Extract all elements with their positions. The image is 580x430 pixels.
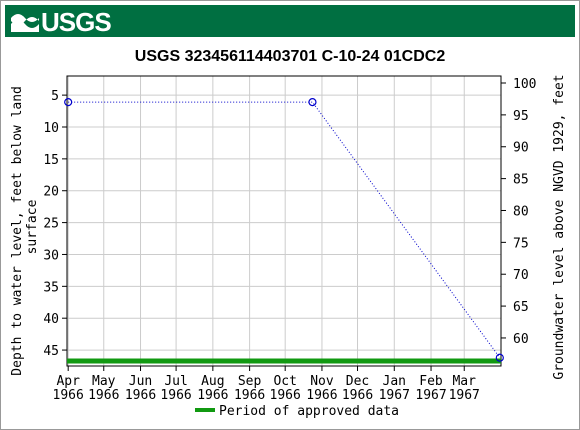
x-tick-label-year: 1966 (234, 388, 265, 403)
y-tick-label-right: 80 (513, 204, 529, 219)
y-tick-label-right: 100 (513, 77, 536, 92)
x-tick-label-month: Oct (273, 374, 296, 389)
x-tick-label-year: 1966 (342, 388, 373, 403)
y-axis-right-label: Groundwater level above NGVD 1929, feet (552, 74, 567, 379)
y-tick-label-right: 60 (513, 332, 529, 347)
x-tick-label-month: Mar (452, 374, 476, 389)
x-tick-label-year: 1966 (306, 388, 337, 403)
y-tick-label-right: 85 (513, 173, 529, 188)
x-tick-label-year: 1966 (53, 388, 84, 403)
y-tick-label-right: 65 (513, 300, 529, 315)
y-tick-label-left: 20 (43, 185, 59, 200)
data-point (495, 353, 504, 362)
series-line (68, 101, 501, 359)
y-tick-label-left: 15 (43, 153, 59, 168)
x-tick-label-month: Apr (56, 374, 80, 389)
x-tick-label-year: 1966 (125, 388, 156, 403)
y-tick-label-left: 5 (51, 89, 59, 104)
y-tick-label-right: 90 (513, 141, 529, 156)
x-tick-label-year: 1966 (270, 388, 301, 403)
x-tick-label-year: 1967 (415, 388, 446, 403)
x-tick-label-year: 1966 (197, 388, 228, 403)
y-tick-label-left: 45 (43, 344, 59, 359)
y-tick-label-right: 70 (513, 268, 529, 283)
y-tick-label-left: 10 (43, 121, 59, 136)
usgs-logo-icon (11, 14, 39, 32)
x-tick-label-month: May (92, 374, 116, 389)
x-tick-label-year: 1966 (88, 388, 119, 403)
y-tick-label-left: 30 (43, 248, 59, 263)
x-tick-label-year: 1966 (160, 388, 191, 403)
x-tick-label-month: Jan (383, 374, 406, 389)
x-tick-label-month: Sep (238, 374, 262, 389)
y-tick-label-right: 95 (513, 109, 529, 124)
y-axis-left-label: Depth to water level, feet below land su… (10, 78, 40, 375)
x-tick-label-month: Aug (201, 374, 224, 389)
usgs-banner: USGS (5, 5, 575, 37)
x-tick-label-month: Feb (419, 374, 443, 389)
x-tick-label-month: Dec (346, 374, 369, 389)
y-tick-label-right: 75 (513, 236, 529, 251)
y-tick-label-left: 35 (43, 280, 59, 295)
usgs-logo-text: USGS (41, 7, 112, 37)
x-tick-label-year: 1967 (379, 388, 410, 403)
plot-area-border (66, 75, 502, 367)
y-tick-label-left: 40 (43, 312, 59, 327)
x-tick-label-month: Jul (164, 374, 187, 389)
data-point (64, 98, 73, 107)
chart-title: USGS 323456114403701 C-10-24 01CDC2 (135, 48, 446, 65)
x-tick-label-year: 1967 (449, 388, 480, 403)
x-tick-label-month: Jun (129, 374, 152, 389)
legend-approved-label: Period of approved data (219, 404, 399, 419)
y-tick-label-left: 25 (43, 217, 59, 232)
x-tick-label-month: Nov (310, 374, 334, 389)
data-point (308, 98, 317, 107)
